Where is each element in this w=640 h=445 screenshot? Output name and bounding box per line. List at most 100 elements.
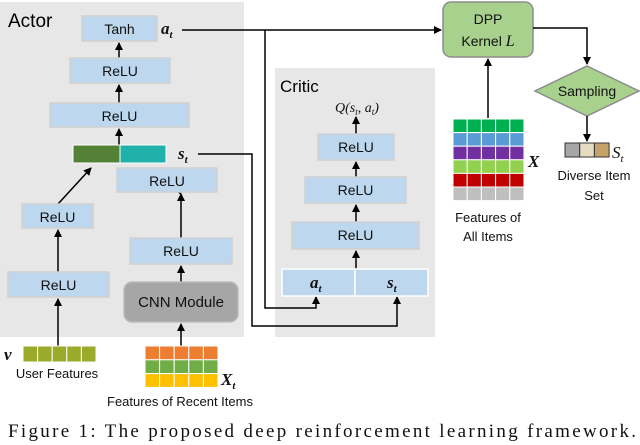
feature-cell [509, 145, 525, 161]
recent-items-matrix [144, 345, 219, 388]
user-features-vector [22, 345, 97, 363]
svg-text:ReLU: ReLU [41, 277, 77, 293]
recent-items-label: Features of Recent Items [107, 394, 253, 409]
dpp-kernel-box: DPP Kernel L [442, 1, 534, 58]
svg-text:Sampling: Sampling [558, 83, 616, 99]
all-items-matrix [452, 118, 525, 202]
feature-cell [466, 132, 482, 147]
q-value-label: Q(st, at) [335, 101, 379, 117]
feature-cell [188, 373, 204, 388]
feature-cell [480, 172, 497, 188]
critic-layer-relu-1: ReLU [317, 133, 395, 161]
user-branch-relu-top: ReLU [21, 203, 94, 229]
set-item-cell [593, 142, 610, 158]
feature-cell [466, 186, 482, 202]
feature-cell [466, 145, 482, 161]
state-label: st [177, 144, 189, 166]
figure-caption: Figure 1: The proposed deep reinforcemen… [8, 421, 636, 442]
feature-cell [509, 118, 525, 134]
svg-text:Kernel L: Kernel L [461, 33, 514, 50]
actor-layer-relu-1: ReLU [69, 57, 171, 84]
all-items-label-1: Features of [455, 210, 521, 225]
sampling-diamond: Sampling [533, 65, 640, 117]
critic-layer-relu-3: ReLU [291, 221, 420, 250]
action-to-critic-wire [264, 30, 320, 309]
feature-cell [480, 145, 497, 161]
feature-cell [509, 172, 525, 188]
set-item-cell [579, 142, 595, 158]
feature-cell [452, 159, 468, 174]
feature-cell [495, 145, 511, 161]
feature-cell [173, 345, 190, 361]
all-items-label-2: All Items [463, 229, 513, 244]
svg-text:Tanh: Tanh [104, 21, 134, 37]
feature-cell [173, 359, 190, 375]
svg-text:DPP: DPP [474, 11, 503, 27]
feature-cell [509, 159, 525, 174]
critic-title: Critic [280, 77, 319, 96]
action-label: at [161, 19, 174, 41]
feature-cell [452, 172, 468, 188]
dpp-to-sampling-wire [533, 27, 591, 65]
feature-cell [188, 359, 204, 375]
feature-cell [452, 118, 468, 134]
actor-title: Actor [8, 11, 53, 32]
feature-cell [480, 159, 497, 174]
feature-cell [480, 186, 497, 202]
feature-cell [480, 132, 497, 147]
svg-text:ReLU: ReLU [102, 108, 138, 124]
feature-cell [80, 345, 97, 363]
feature-cell [495, 186, 511, 202]
svg-text:ReLU: ReLU [163, 243, 199, 259]
svg-text:CNN Module: CNN Module [138, 294, 224, 311]
user-symbol: v [4, 345, 12, 364]
feature-cell [159, 373, 175, 388]
svg-text:ReLU: ReLU [338, 182, 374, 198]
feature-cell [495, 172, 511, 188]
diverse-item-set-vector [564, 142, 610, 158]
svg-text:ReLU: ReLU [149, 173, 185, 189]
feature-cell [480, 118, 497, 134]
feature-cell [144, 373, 161, 388]
svg-text:ReLU: ReLU [102, 63, 138, 79]
actor-layer-tanh: Tanh [81, 15, 158, 42]
critic-layer-relu-2: ReLU [304, 176, 407, 204]
feature-cell [173, 373, 190, 388]
feature-cell [159, 359, 175, 375]
feature-cell [22, 345, 39, 363]
item-branch-relu-bottom: ReLU [129, 237, 233, 265]
feature-cell [509, 132, 525, 147]
user-branch-relu-bottom: ReLU [7, 271, 110, 298]
feature-cell [452, 145, 468, 161]
feature-cell [466, 159, 482, 174]
state-to-critic-wire [198, 153, 401, 327]
feature-cell [495, 118, 511, 134]
item-branch-relu-top: ReLU [116, 167, 218, 193]
cnn-module: CNN Module [123, 281, 239, 323]
feature-cell [51, 345, 68, 363]
feature-cell [202, 359, 219, 375]
feature-cell [37, 345, 53, 363]
set-symbol: St [612, 143, 625, 165]
feature-cell [66, 345, 82, 363]
svg-text:ReLU: ReLU [338, 139, 374, 155]
state-vector [72, 144, 167, 164]
feature-cell [495, 159, 511, 174]
feature-cell [452, 132, 468, 147]
critic-input: at st [281, 268, 429, 297]
svg-text:st: st [386, 273, 398, 295]
feature-cell [188, 345, 204, 361]
actor-layer-relu-2: ReLU [49, 102, 190, 128]
svg-text:at: at [310, 273, 323, 295]
feature-cell [509, 186, 525, 202]
set-item-cell [564, 142, 581, 158]
feature-cell [495, 132, 511, 147]
feature-cell [144, 359, 161, 375]
all-items-symbol: X [527, 152, 540, 171]
recent-items-symbol: Xt [220, 370, 236, 392]
feature-cell [466, 118, 482, 134]
svg-text:ReLU: ReLU [338, 227, 374, 243]
user-features-label: User Features [16, 366, 99, 381]
diverse-set-label-2: Set [584, 188, 604, 203]
